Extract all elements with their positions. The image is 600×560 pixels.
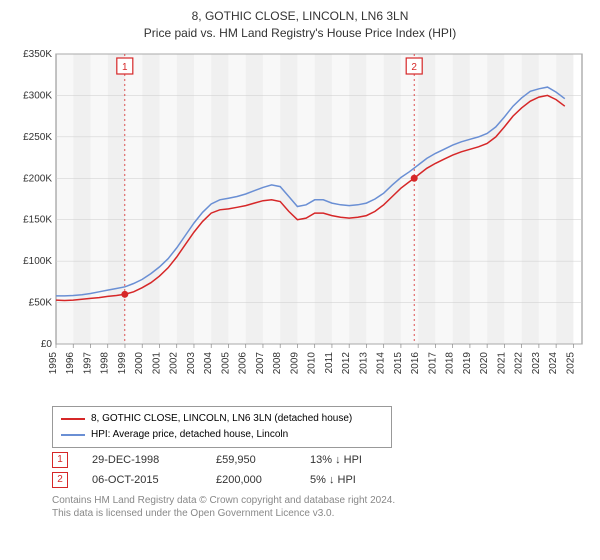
svg-text:2024: 2024 [548, 351, 559, 374]
svg-text:2017: 2017 [427, 351, 438, 374]
svg-text:1996: 1996 [65, 351, 76, 374]
legend-label: 8, GOTHIC CLOSE, LINCOLN, LN6 3LN (detac… [91, 411, 352, 427]
svg-text:2025: 2025 [565, 351, 576, 374]
marker-row-number-box: 1 [52, 452, 68, 468]
legend-item: HPI: Average price, detached house, Linc… [61, 427, 383, 443]
svg-text:2015: 2015 [393, 351, 404, 374]
svg-text:2022: 2022 [514, 351, 525, 374]
marker-row-date: 06-OCT-2015 [92, 474, 192, 486]
svg-text:£350K: £350K [23, 49, 52, 60]
marker-row: 1 29-DEC-1998 £59,950 13% ↓ HPI [52, 452, 588, 468]
title-subtitle: Price paid vs. HM Land Registry's House … [12, 25, 588, 42]
marker-row-number-box: 2 [52, 472, 68, 488]
svg-text:2005: 2005 [220, 351, 231, 374]
marker-row-price: £59,950 [216, 454, 286, 466]
legend-box: 8, GOTHIC CLOSE, LINCOLN, LN6 3LN (detac… [52, 406, 392, 448]
svg-text:2009: 2009 [289, 351, 300, 374]
svg-text:2000: 2000 [134, 351, 145, 374]
svg-text:2013: 2013 [358, 351, 369, 374]
svg-text:£250K: £250K [23, 131, 52, 142]
svg-text:£150K: £150K [23, 214, 52, 225]
marker-row-diff: 5% ↓ HPI [310, 474, 400, 486]
line-chart-svg: £0 £50K £100K £150K £200K £250K £300K £350K 1995… [12, 48, 588, 398]
svg-text:2010: 2010 [307, 351, 318, 374]
marker-row-date: 29-DEC-1998 [92, 454, 192, 466]
svg-text:2003: 2003 [186, 351, 197, 374]
legend-swatch [61, 434, 85, 436]
svg-text:2006: 2006 [238, 351, 249, 374]
svg-text:2023: 2023 [531, 351, 542, 374]
svg-text:2007: 2007 [255, 351, 266, 374]
marker-row: 2 06-OCT-2015 £200,000 5% ↓ HPI [52, 472, 588, 488]
sale-marker-dot [411, 174, 418, 181]
legend-item: 8, GOTHIC CLOSE, LINCOLN, LN6 3LN (detac… [61, 411, 383, 427]
chart-container: 8, GOTHIC CLOSE, LINCOLN, LN6 3LN Price … [0, 0, 600, 560]
svg-text:£200K: £200K [23, 173, 52, 184]
sale-marker-number: 1 [122, 62, 128, 73]
footer-line-1: Contains HM Land Registry data © Crown c… [52, 494, 588, 507]
svg-text:2008: 2008 [272, 351, 283, 374]
svg-text:£300K: £300K [23, 90, 52, 101]
svg-text:2021: 2021 [496, 351, 507, 374]
svg-text:£50K: £50K [29, 297, 53, 308]
attribution-footer: Contains HM Land Registry data © Crown c… [52, 494, 588, 520]
svg-text:£0: £0 [41, 339, 53, 350]
svg-text:£100K: £100K [23, 256, 52, 267]
sale-marker-dot [121, 290, 128, 297]
svg-text:2020: 2020 [479, 351, 490, 374]
legend-swatch [61, 418, 85, 420]
svg-text:1999: 1999 [117, 351, 128, 374]
svg-text:2011: 2011 [324, 351, 335, 373]
svg-text:2012: 2012 [341, 351, 352, 374]
svg-text:1998: 1998 [100, 351, 111, 374]
legend-label: HPI: Average price, detached house, Linc… [91, 427, 288, 443]
title-address: 8, GOTHIC CLOSE, LINCOLN, LN6 3LN [12, 8, 588, 25]
sale-marker-number: 2 [411, 62, 417, 73]
svg-text:1997: 1997 [82, 351, 93, 374]
footer-line-2: This data is licensed under the Open Gov… [52, 507, 588, 520]
marker-row-price: £200,000 [216, 474, 286, 486]
svg-text:2014: 2014 [376, 351, 387, 374]
sale-markers-table: 1 29-DEC-1998 £59,950 13% ↓ HPI 2 06-OCT-2015… [52, 452, 588, 488]
svg-text:2016: 2016 [410, 351, 421, 374]
svg-text:2001: 2001 [151, 351, 162, 374]
svg-text:2004: 2004 [203, 351, 214, 374]
svg-text:2019: 2019 [462, 351, 473, 374]
marker-row-diff: 13% ↓ HPI [310, 454, 400, 466]
svg-text:1995: 1995 [48, 351, 59, 374]
svg-text:2018: 2018 [445, 351, 456, 374]
chart-plot-area: £0 £50K £100K £150K £200K £250K £300K £350K 1995… [12, 48, 588, 398]
svg-text:2002: 2002 [169, 351, 180, 374]
